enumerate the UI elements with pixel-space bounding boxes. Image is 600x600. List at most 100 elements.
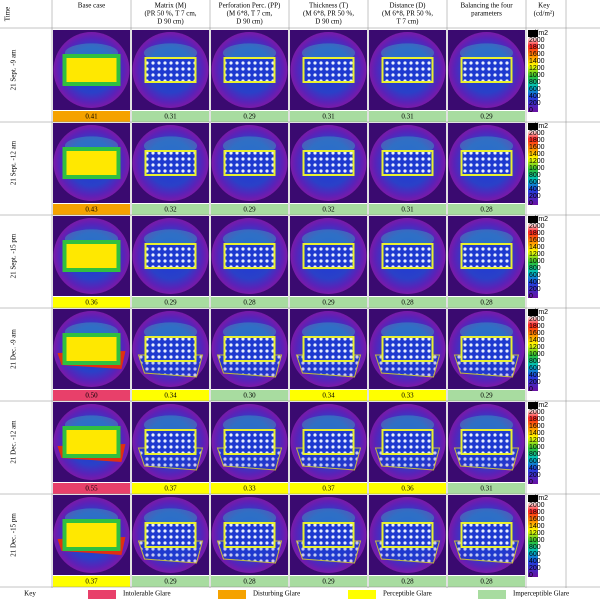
scale-label: 600 xyxy=(529,86,541,93)
glare-cell xyxy=(53,204,130,215)
luminance-image xyxy=(448,30,525,110)
window xyxy=(223,57,276,83)
luminance-image xyxy=(132,123,209,203)
column-header: D 90 cm) xyxy=(315,18,342,26)
luminance-image xyxy=(369,216,446,296)
glare-cell xyxy=(290,111,367,122)
window xyxy=(66,430,117,454)
window xyxy=(144,57,197,83)
dgp-value: 0.28 xyxy=(243,578,256,586)
glare-cell xyxy=(211,483,288,494)
dgp-value: 0.28 xyxy=(480,206,493,214)
glare-cell xyxy=(290,576,367,587)
window xyxy=(302,243,355,269)
scale-label: 1000 xyxy=(529,444,545,451)
luminance-image xyxy=(290,216,367,296)
scale-label: 1800 xyxy=(529,230,545,237)
legend-swatch xyxy=(478,590,506,599)
window xyxy=(381,243,434,269)
luminance-image xyxy=(53,402,130,482)
dgp-value: 0.37 xyxy=(164,485,177,493)
scale-label: 1800 xyxy=(529,323,545,330)
window xyxy=(144,522,197,548)
column-header: (M 6*8, T 7 cm, xyxy=(227,10,273,18)
glare-cell xyxy=(53,390,130,401)
scale-label: 1200 xyxy=(529,158,545,165)
dgp-value: 0.41 xyxy=(85,113,98,121)
glare-cell xyxy=(132,204,209,215)
column-header: T 7 cm) xyxy=(396,18,419,26)
scale-label: 2000 xyxy=(529,502,545,509)
luminance-image xyxy=(132,216,209,296)
glare-cell xyxy=(369,111,446,122)
luminance-image xyxy=(211,309,288,389)
window xyxy=(302,336,355,362)
scale-label: 1400 xyxy=(529,58,545,65)
glare-cell xyxy=(448,390,525,401)
luminance-image xyxy=(369,30,446,110)
luminance-image xyxy=(132,30,209,110)
glare-cell xyxy=(369,390,446,401)
dgp-value: 0.29 xyxy=(243,206,256,214)
dgp-value: 0.31 xyxy=(401,206,414,214)
scale-label: 0 xyxy=(529,293,533,300)
window xyxy=(223,243,276,269)
glare-cell xyxy=(132,390,209,401)
dgp-value: 0.55 xyxy=(85,485,98,493)
scale-label: 600 xyxy=(529,458,541,465)
luminance-image xyxy=(448,402,525,482)
scale-label: cd/m2 xyxy=(529,309,548,316)
scale-bar xyxy=(528,316,538,391)
glare-cell xyxy=(448,297,525,308)
glare-cell xyxy=(369,483,446,494)
legend-label: Disturbing Glare xyxy=(253,590,300,598)
luminance-image xyxy=(132,495,209,575)
dgp-value: 0.32 xyxy=(322,206,335,214)
luminance-image xyxy=(369,123,446,203)
window xyxy=(66,151,117,175)
time-label: 21 Dec. -12 am xyxy=(10,420,18,464)
scale-label: 800 xyxy=(529,79,541,86)
column-header: Perforation Perc. (PP) xyxy=(219,2,281,10)
glare-cell xyxy=(53,576,130,587)
dgp-value: 0.30 xyxy=(243,392,256,400)
scale-label: 1800 xyxy=(529,137,545,144)
column-header: parameters xyxy=(471,10,502,18)
scale-label: 400 xyxy=(529,186,541,193)
dgp-value: 0.31 xyxy=(164,113,177,121)
glare-cell xyxy=(448,111,525,122)
dgp-value: 0.36 xyxy=(85,299,98,307)
glare-cell xyxy=(53,297,130,308)
glare-cell xyxy=(53,483,130,494)
legend-swatch xyxy=(218,590,246,599)
column-header: (M 6*8, PR 50 %, xyxy=(303,10,354,18)
window xyxy=(381,150,434,176)
scale-label: cd/m2 xyxy=(529,123,548,130)
window xyxy=(144,336,197,362)
scale-label: 1000 xyxy=(529,165,545,172)
time-label: 21 Sept. -9 am xyxy=(10,49,18,90)
column-header: D 90 cm) xyxy=(236,18,263,26)
scale-label: 1600 xyxy=(529,423,545,430)
dgp-value: 0.32 xyxy=(164,206,177,214)
window xyxy=(381,336,434,362)
scale-label: 400 xyxy=(529,558,541,565)
scale-label: 1400 xyxy=(529,523,545,530)
dgp-value: 0.31 xyxy=(480,485,493,493)
scale-label: 1200 xyxy=(529,437,545,444)
luminance-image xyxy=(53,309,130,389)
scale-label: 1400 xyxy=(529,151,545,158)
luminance-image xyxy=(132,309,209,389)
dgp-value: 0.31 xyxy=(322,113,335,121)
window xyxy=(66,244,117,268)
scale-label: 600 xyxy=(529,272,541,279)
scale-label: cd/m2 xyxy=(529,216,548,223)
column-header: Balancing the four xyxy=(460,2,513,10)
scale-label: 600 xyxy=(529,365,541,372)
window xyxy=(223,429,276,455)
luminance-image xyxy=(211,30,288,110)
window xyxy=(460,336,513,362)
window xyxy=(66,337,117,361)
legend-title: Key xyxy=(24,590,36,598)
